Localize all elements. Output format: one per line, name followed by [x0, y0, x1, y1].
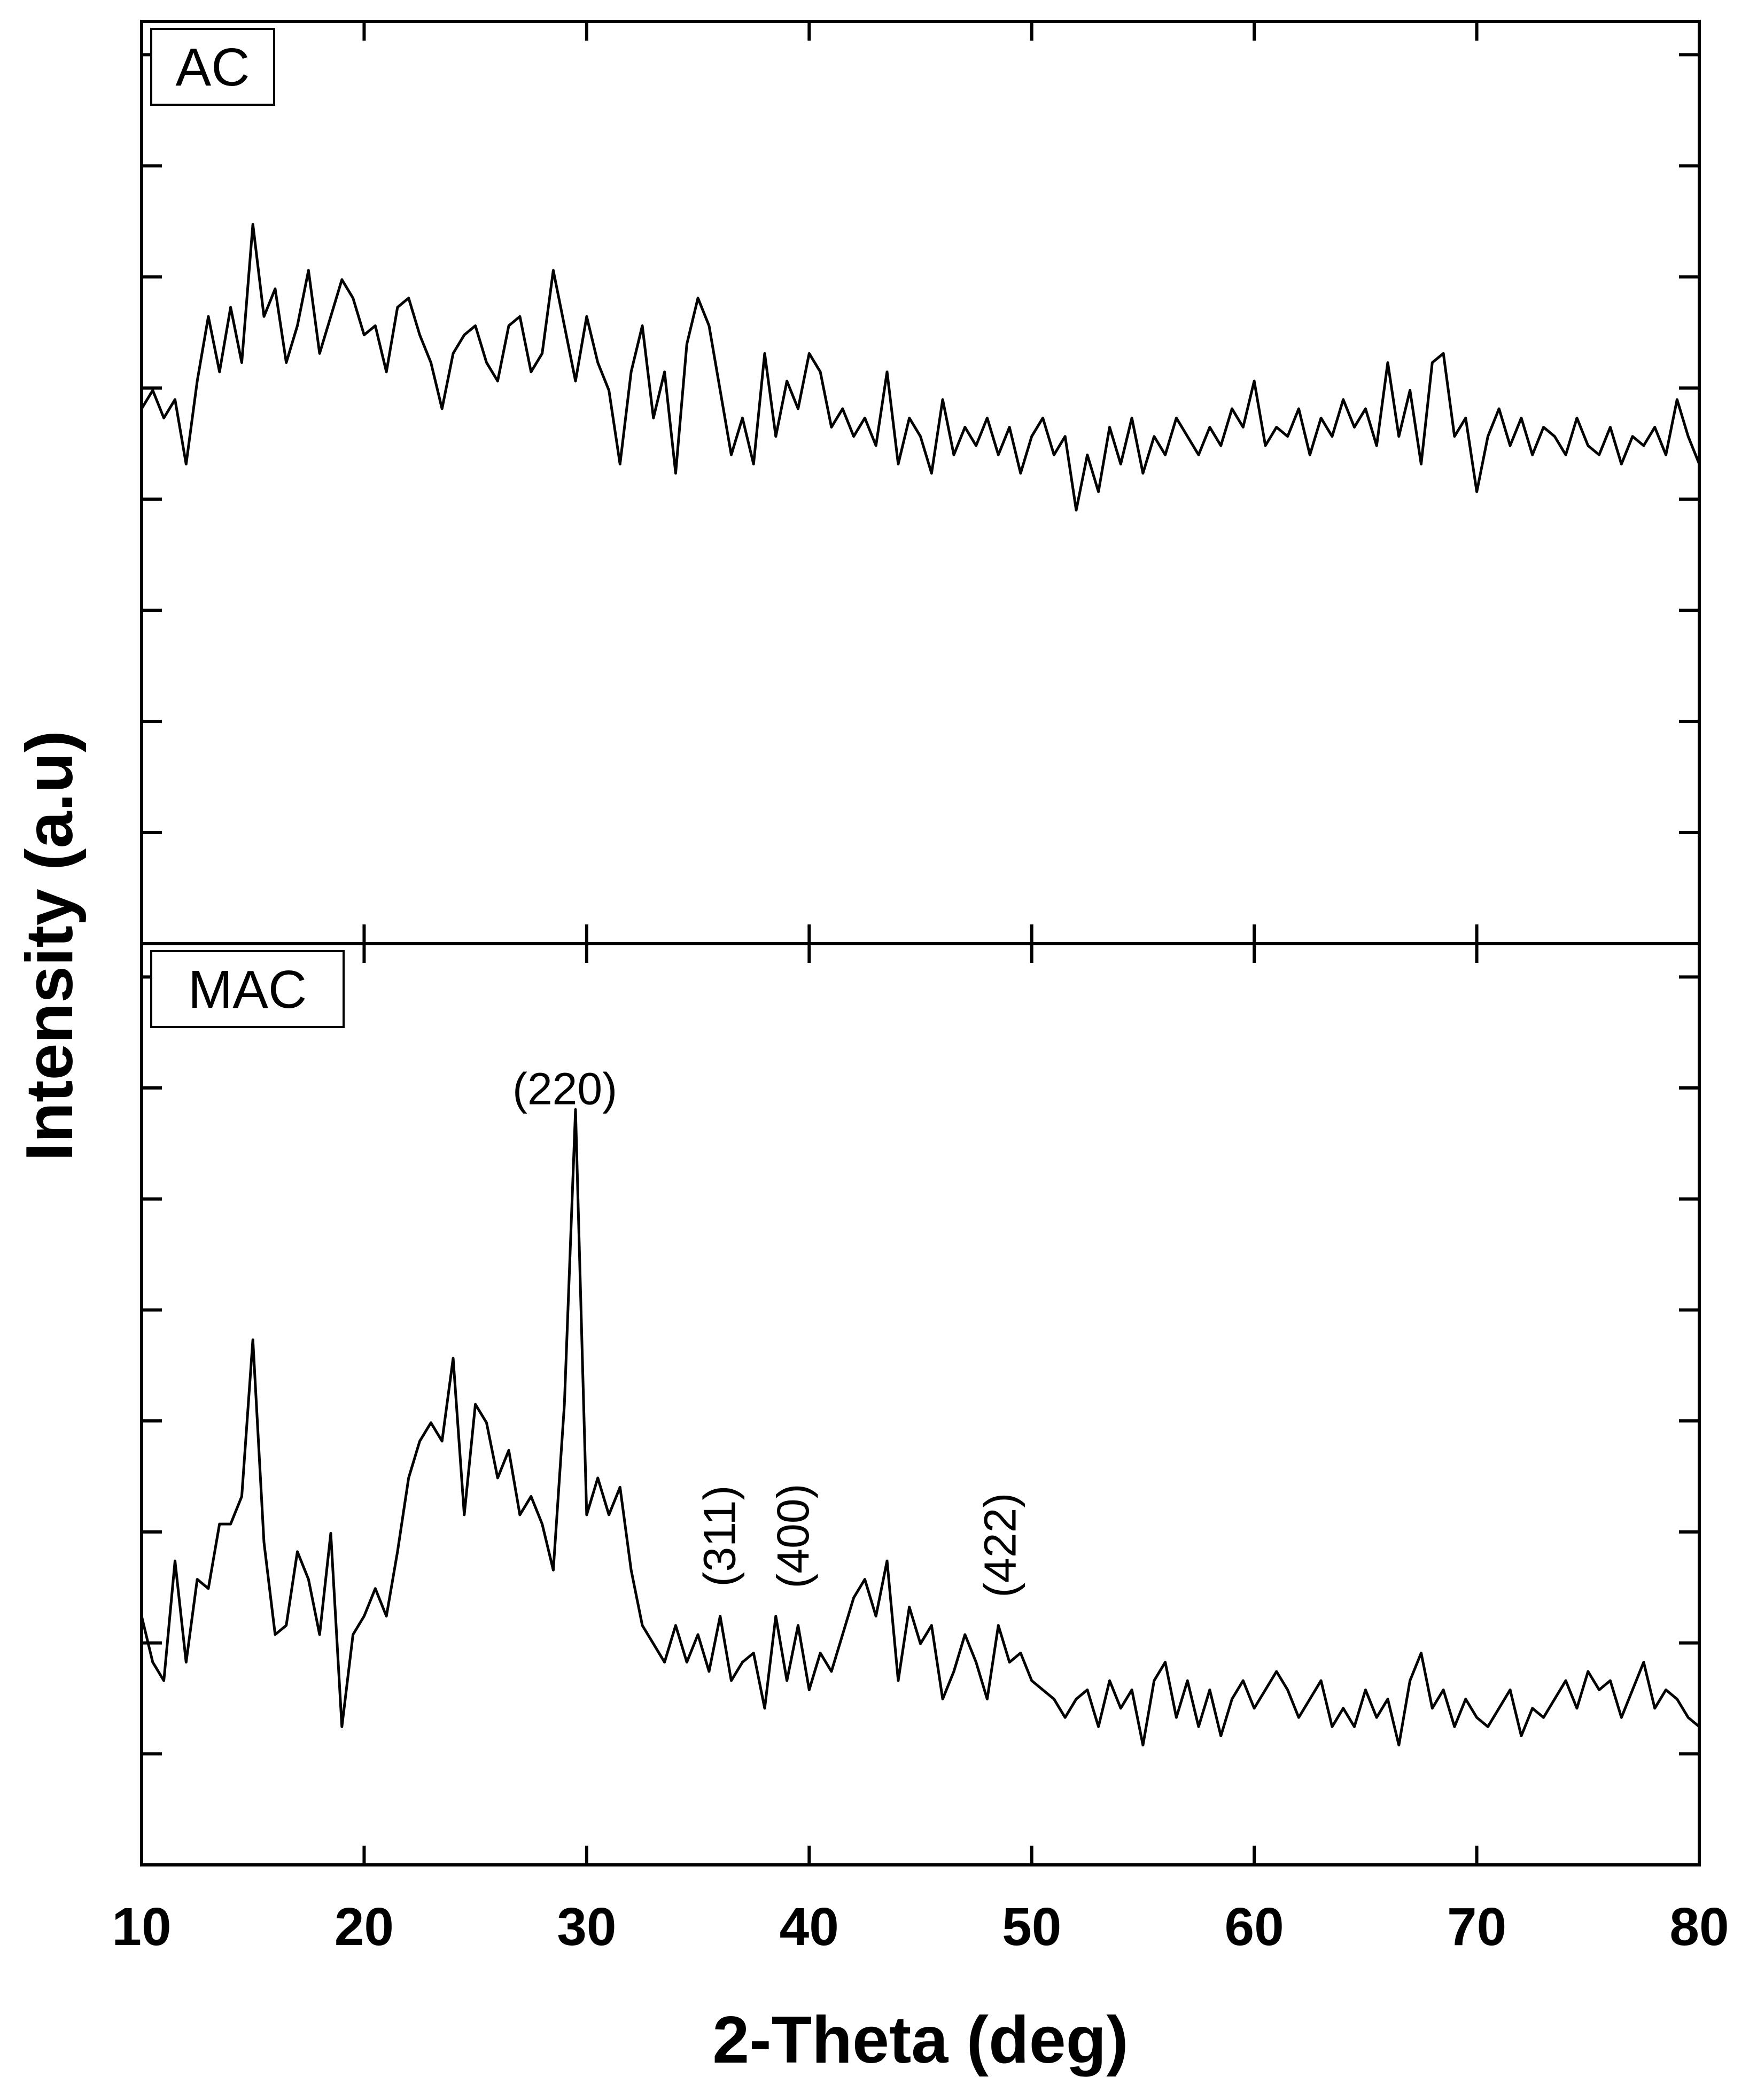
x-tick-label: 40: [780, 1897, 839, 1957]
x-axis-title: 2-Theta (deg): [712, 2003, 1128, 2077]
x-tick-label: 80: [1669, 1897, 1729, 1957]
panel-label: AC: [176, 37, 250, 97]
panel-label: MAC: [188, 960, 307, 1020]
panel-label-box: [150, 28, 275, 106]
x-tick-label: 30: [557, 1897, 616, 1957]
x-tick-label: 10: [112, 1897, 171, 1957]
panel-mac: MAC (220) (311) (400) (422): [140, 942, 1701, 1866]
peak-label: (400): [768, 1483, 818, 1588]
peak-label: (220): [512, 1063, 617, 1114]
peak-label: (422): [975, 1493, 1025, 1598]
x-tick-label: 70: [1447, 1897, 1506, 1957]
x-tick-label: 60: [1225, 1897, 1284, 1957]
chart-marks: AC MAC (220) (311) (400) (422) 10 20 30 40 50 60 70 8…: [112, 20, 1729, 1957]
panel-frame: [140, 942, 1701, 1866]
peak-label: (311): [695, 1485, 745, 1587]
x-tick-label: 50: [1002, 1897, 1061, 1957]
x-tick-label: 20: [335, 1897, 394, 1957]
y-axis-title: Intensity (a.u): [13, 730, 87, 1161]
panel-label-box: [150, 950, 345, 1028]
